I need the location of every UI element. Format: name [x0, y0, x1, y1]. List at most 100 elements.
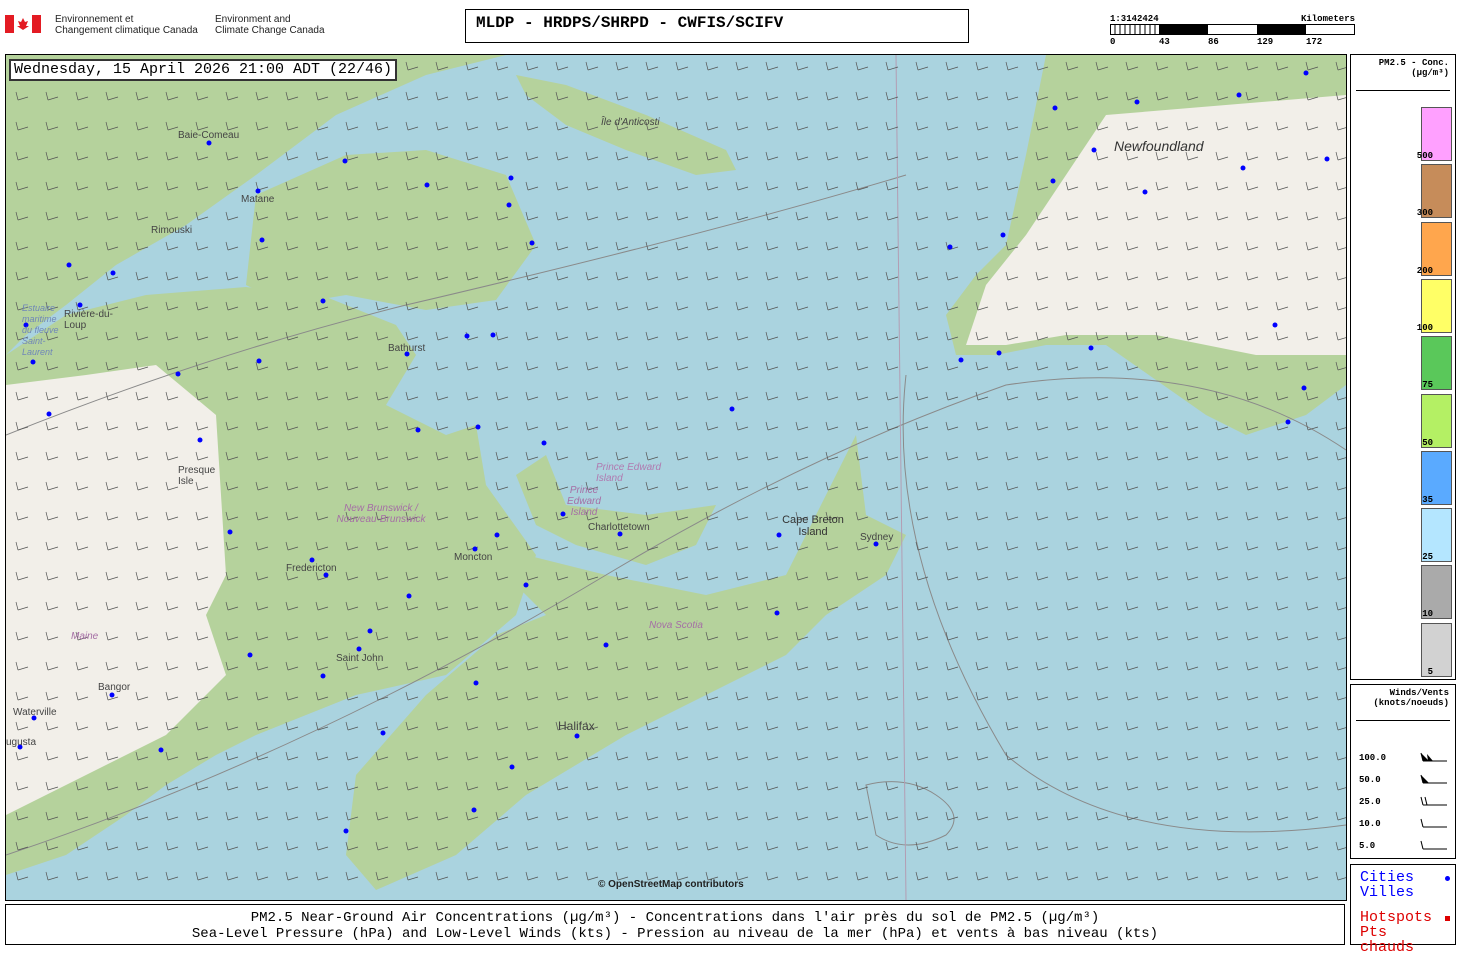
wind-barb	[1155, 751, 1169, 761]
wind-barb	[825, 871, 839, 881]
wind-barb	[525, 631, 539, 641]
wind-barb	[855, 781, 869, 791]
wind-barb	[1125, 301, 1139, 311]
scale-tick: 86	[1208, 37, 1219, 47]
city-marker	[947, 244, 953, 250]
wind-barb	[1065, 661, 1079, 671]
wind-barb	[1095, 661, 1109, 671]
wind-barb	[825, 211, 839, 221]
wind-barb	[1005, 631, 1019, 641]
city-marker	[1134, 99, 1140, 105]
wind-barb	[75, 691, 89, 701]
wind-barb	[195, 811, 209, 821]
wind-barb	[975, 211, 989, 221]
wind-barb	[675, 661, 689, 671]
wind-barb	[585, 601, 599, 611]
wind-barb	[1035, 391, 1049, 401]
map-view[interactable]: Baie-Comeau Matane Rimouski Rivière-du-L…	[5, 54, 1347, 901]
wind-barb	[615, 301, 629, 311]
wind-barb	[1125, 91, 1139, 101]
wind-barb	[585, 421, 599, 431]
wind-barb	[1185, 271, 1199, 281]
wind-barb	[1095, 91, 1109, 101]
wind-barb	[375, 211, 389, 221]
wind-barb	[375, 151, 389, 161]
wind-barb	[435, 571, 449, 581]
map-label-estuary: Estuaire maritime du fleuve Saint-Lauren…	[22, 303, 59, 357]
wind-barb	[1305, 721, 1319, 731]
wind-barb	[795, 181, 809, 191]
map-label: Bangor	[98, 682, 131, 693]
wind-barb	[225, 511, 239, 521]
wind-barb	[585, 871, 599, 881]
wind-barb	[795, 661, 809, 671]
wind-barb	[135, 421, 149, 431]
wind-barb	[45, 571, 59, 581]
wind-barb	[975, 91, 989, 101]
wind-barb	[1335, 481, 1346, 491]
land-anticosti	[516, 75, 736, 175]
wind-barb	[795, 421, 809, 431]
wind-barb	[525, 151, 539, 161]
wind-barb	[705, 151, 719, 161]
wind-barb	[1155, 91, 1169, 101]
wind-barb	[105, 691, 119, 701]
wind-barb	[1185, 571, 1199, 581]
wind-barb	[645, 811, 659, 821]
wind-barb	[405, 571, 419, 581]
pm-swatch	[1421, 336, 1452, 391]
map-label: Île d'Anticosti	[601, 117, 660, 128]
map-label: Halifax	[558, 719, 595, 733]
wind-barb	[375, 691, 389, 701]
wind-barb	[885, 421, 899, 431]
wind-barb	[1245, 511, 1259, 521]
wind-barb	[765, 541, 779, 551]
wind-barb	[195, 151, 209, 161]
wind-barb	[615, 781, 629, 791]
wind-barb	[75, 601, 89, 611]
wind-barb	[105, 181, 119, 191]
wind-barb	[1215, 571, 1229, 581]
wind-barb	[1215, 631, 1229, 641]
wind-barb	[15, 691, 29, 701]
wind-barb	[945, 541, 959, 551]
wind-barb	[645, 541, 659, 551]
wind-barb	[1245, 241, 1259, 251]
wind-barb	[975, 571, 989, 581]
wind-barb	[645, 481, 659, 491]
wind-barb	[1125, 271, 1139, 281]
wind-barb	[945, 841, 959, 851]
wind-barb	[555, 121, 569, 131]
wind-barb	[1275, 481, 1289, 491]
wind-barb	[1005, 871, 1019, 881]
wind-barb	[1095, 811, 1109, 821]
wind-barb	[165, 691, 179, 701]
wind-barb	[45, 211, 59, 221]
wind-barb	[735, 571, 749, 581]
wind-barb	[825, 61, 839, 71]
city-marker	[471, 807, 477, 813]
wind-barb	[855, 541, 869, 551]
wind-barb	[165, 241, 179, 251]
wind-barb	[345, 331, 359, 341]
wind-barb	[1125, 601, 1139, 611]
wind-barb	[615, 61, 629, 71]
map-attribution[interactable]: © OpenStreetMap contributors	[598, 879, 744, 890]
wind-barb	[1065, 781, 1079, 791]
wind-barb	[525, 571, 539, 581]
wind-barb	[495, 751, 509, 761]
wind-barb	[105, 271, 119, 281]
pm-level-label: 100	[1416, 322, 1433, 333]
wind-barb	[465, 91, 479, 101]
wind-barb	[105, 571, 119, 581]
wind-barb	[345, 661, 359, 671]
wind-barb	[1215, 181, 1229, 191]
wind-barb	[1335, 121, 1346, 131]
wind-barb	[525, 871, 539, 881]
wind-barb	[165, 601, 179, 611]
wind-barb	[885, 481, 899, 491]
wind-barb	[165, 541, 179, 551]
wind-barb	[615, 481, 629, 491]
wind-barb	[75, 811, 89, 821]
wind-barb	[675, 331, 689, 341]
